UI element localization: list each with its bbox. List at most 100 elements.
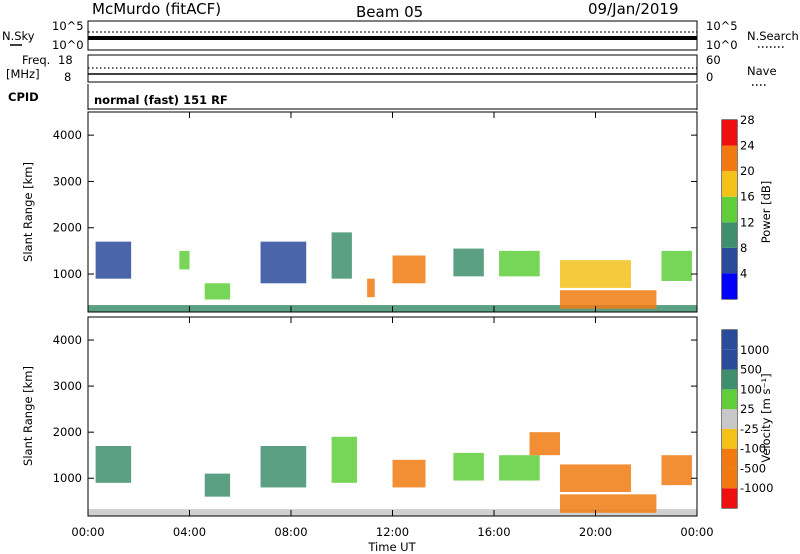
power-y-axis: 1000 2000 3000 4000 (53, 128, 82, 281)
power-colorbar-label: Power [dB] (759, 181, 773, 244)
echo-region (499, 455, 540, 481)
power-y-tick-2000: 2000 (53, 221, 82, 235)
velocity-colorbar-cell (722, 468, 737, 489)
power-echoes (88, 232, 697, 312)
nave-tick-top: 60 (706, 53, 721, 67)
echo-region (260, 445, 307, 488)
vel-cb-tick-1000: 1000 (740, 343, 769, 357)
velocity-colorbar-cell (722, 389, 737, 410)
velocity-colorbar: 1000 500 100 25 -25 -100 -500 -1000 Velo… (721, 329, 773, 509)
power-colorbar-cell (722, 222, 737, 248)
echo-region (95, 241, 132, 279)
x-tick-1600: 16:00 (477, 525, 510, 539)
vel-cb-tick-25: 25 (740, 402, 755, 416)
power-y-tick-3000: 3000 (53, 174, 82, 188)
velocity-colorbar-label: Velocity [m s⁻¹] (759, 373, 773, 462)
power-colorbar-cells (722, 120, 737, 299)
velocity-echoes (88, 432, 697, 516)
noise-left-tick-top: 10^5 (52, 19, 84, 33)
cpid-value: normal (fast) 151 RF (94, 93, 228, 107)
nave-tick-bottom: 0 (706, 70, 713, 84)
echo-region (331, 436, 357, 483)
echo-region (392, 459, 426, 488)
power-colorbar-cell (722, 171, 737, 197)
station-title: McMurdo (fitACF) (92, 0, 221, 18)
x-tick-0400: 04:00 (173, 525, 206, 539)
power-y-tick-4000: 4000 (53, 128, 82, 142)
power-cb-tick-4: 4 (740, 266, 747, 280)
x-tick-0800: 08:00 (274, 525, 307, 539)
power-y-tick-1000: 1000 (53, 267, 82, 281)
power-colorbar-cell (722, 196, 737, 223)
noise-right-tick-bottom: 10^0 (706, 38, 738, 52)
echo-region (559, 290, 657, 309)
velocity-y-tick-4000: 4000 (53, 333, 82, 347)
power-colorbar-cell (722, 247, 737, 274)
x-tick-2000: 20:00 (579, 525, 612, 539)
power-cb-tick-12: 12 (740, 215, 755, 229)
power-cb-tick-28: 28 (740, 113, 755, 127)
freq-tick-top: 18 (58, 53, 73, 67)
power-cb-tick-8: 8 (740, 241, 747, 255)
time-axis: 00:00 04:00 08:00 12:00 16:00 20:00 00:0… (71, 525, 713, 554)
echo-region (367, 278, 375, 298)
x-axis-label: Time UT (367, 540, 416, 554)
noise-search-label: N.Search (747, 29, 799, 43)
echo-region (661, 455, 692, 486)
velocity-y-tick-2000: 2000 (53, 425, 82, 439)
power-colorbar-cell (722, 273, 737, 299)
freq-unit: [MHz] (6, 67, 40, 81)
nave-label: Nave (747, 64, 777, 78)
velocity-panel: 1000 2000 3000 4000 Slant Range [km] (21, 316, 698, 517)
power-colorbar-cell (722, 145, 737, 172)
freq-tick-bottom: 8 (64, 70, 71, 84)
echo-region (499, 250, 540, 277)
echo-region (661, 250, 692, 281)
noise-panel: N.Sky 10^5 10^0 10^5 10^0 N.Search (2, 19, 799, 52)
echo-region (260, 241, 307, 284)
noise-left-tick-bottom: 10^0 (52, 38, 84, 52)
velocity-colorbar-cell (722, 330, 737, 350)
velocity-y-axis: 1000 2000 3000 4000 (53, 333, 82, 485)
vel-cb-tick-500: 500 (740, 363, 762, 377)
echo-region (453, 452, 484, 481)
cpid-panel: CPID normal (fast) 151 RF (8, 84, 698, 110)
noise-sky-label: N.Sky (2, 29, 35, 43)
vel-cb-tick-minus25: -25 (740, 422, 759, 436)
power-cb-tick-16: 16 (740, 190, 755, 204)
echo-region (559, 260, 632, 288)
power-colorbar-cell (722, 120, 737, 146)
echo-region (392, 255, 426, 284)
vel-cb-tick-minus1000: -1000 (740, 481, 773, 495)
frequency-panel: Freq. [MHz] 18 8 60 0 Nave (6, 53, 777, 86)
cpid-label: CPID (8, 90, 39, 104)
echo-region (559, 464, 632, 493)
velocity-y-tick-1000: 1000 (53, 471, 82, 485)
echo-region (204, 283, 231, 300)
velocity-colorbar-cell (722, 349, 737, 370)
power-panel: 1000 2000 3000 4000 Slant Range [km] (21, 111, 698, 313)
velocity-colorbar-cells (722, 330, 737, 508)
x-tick-1200: 12:00 (376, 525, 409, 539)
noise-right-tick-top: 10^5 (706, 19, 738, 33)
noise-panel-frame (87, 20, 698, 51)
echo-region (331, 232, 352, 279)
echo-region (529, 432, 560, 456)
echo-region (453, 248, 484, 277)
velocity-colorbar-cell (722, 409, 737, 429)
vel-cb-tick-100: 100 (740, 382, 762, 396)
velocity-colorbar-cell (722, 488, 737, 508)
velocity-colorbar-cell (722, 369, 737, 390)
velocity-colorbar-cell (722, 428, 737, 449)
power-y-axis-label: Slant Range [km] (21, 162, 35, 262)
velocity-colorbar-cell (722, 448, 737, 469)
velocity-y-tick-3000: 3000 (53, 379, 82, 393)
x-tick-0000-end: 00:00 (680, 525, 713, 539)
freq-label: Freq. (22, 53, 50, 67)
vel-cb-tick-minus500: -500 (740, 461, 766, 475)
echo-region (204, 473, 231, 497)
velocity-y-axis-label: Slant Range [km] (21, 366, 35, 466)
echo-region (559, 494, 657, 513)
vel-cb-tick-minus100: -100 (740, 442, 766, 456)
